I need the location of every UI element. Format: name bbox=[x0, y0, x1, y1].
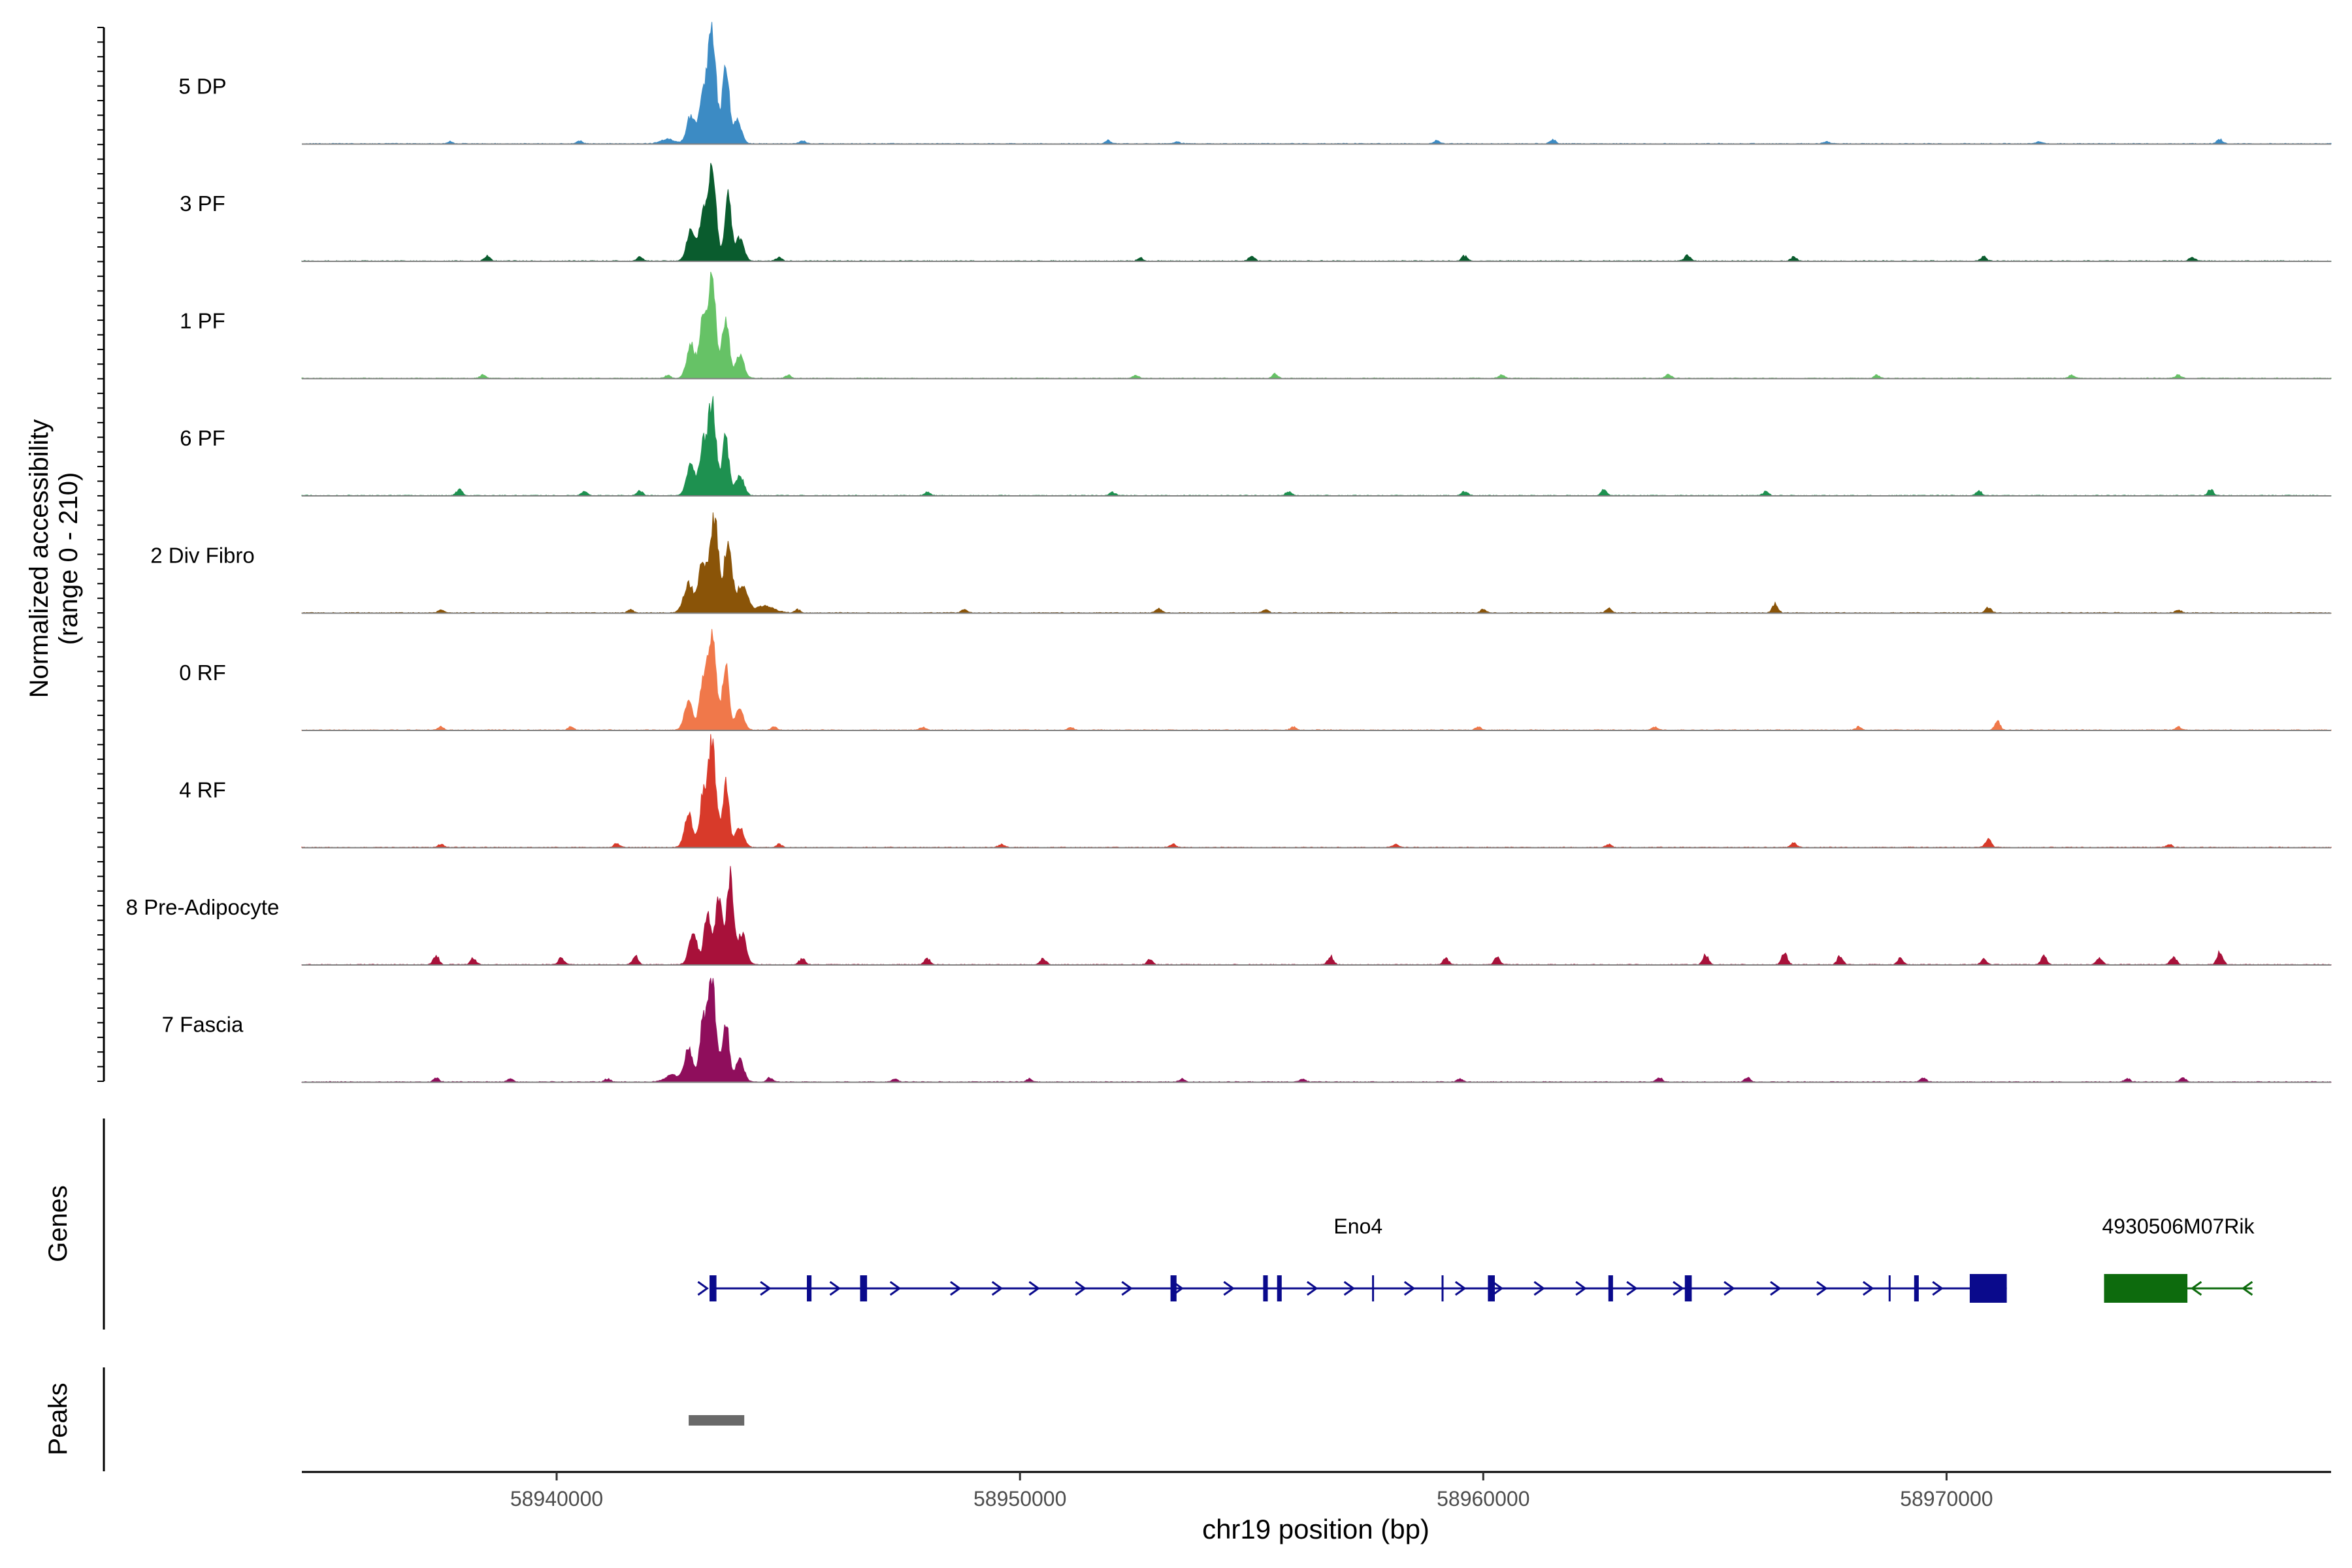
x-axis-title: chr19 position (bp) bbox=[1202, 1514, 1429, 1544]
coverage-area bbox=[301, 629, 2332, 731]
gene-exon bbox=[860, 1275, 868, 1301]
strand-arrow bbox=[829, 1281, 841, 1296]
strand-arrow bbox=[2241, 1281, 2253, 1296]
track-label: 3 PF bbox=[180, 191, 225, 216]
coverage-area bbox=[301, 866, 2332, 966]
strand-arrow bbox=[1307, 1281, 1318, 1296]
strand-arrow bbox=[1932, 1281, 1944, 1296]
peak-region bbox=[689, 1415, 745, 1426]
gene-exon bbox=[1969, 1274, 2007, 1303]
strand-arrow bbox=[1816, 1281, 1828, 1296]
track-label: 4 RF bbox=[179, 778, 226, 802]
gene-name-label: Eno4 bbox=[1333, 1215, 1382, 1238]
gene-exon bbox=[1488, 1275, 1495, 1301]
track-6-pf: 6 PF bbox=[180, 396, 2332, 497]
coverage-area bbox=[301, 163, 2332, 262]
coverage-area bbox=[301, 512, 2332, 614]
gene-name-label: 4930506M07Rik bbox=[2102, 1215, 2255, 1238]
gene-4930506m07rik: 4930506M07Rik bbox=[2102, 1215, 2255, 1303]
gene-exon bbox=[710, 1275, 717, 1301]
coverage-area bbox=[301, 734, 2332, 849]
track-5-dp: 5 DP bbox=[178, 22, 2332, 145]
strand-arrow bbox=[1343, 1281, 1356, 1296]
strand-arrow bbox=[1723, 1281, 1735, 1296]
gene-exon bbox=[2104, 1274, 2188, 1303]
y-axis-title-line1: Normalized accessibility bbox=[25, 419, 54, 698]
track-label: 1 PF bbox=[180, 309, 225, 333]
coverage-area bbox=[301, 22, 2332, 145]
strand-arrow bbox=[1403, 1281, 1416, 1296]
peaks-track bbox=[689, 1415, 745, 1426]
strand-arrow bbox=[1575, 1281, 1587, 1296]
y-axis-title-line2: (range 0 - 210) bbox=[54, 472, 83, 645]
track-label: 6 PF bbox=[180, 426, 225, 450]
peaks-panel-label: Peaks bbox=[44, 1382, 73, 1455]
gene-exon bbox=[1277, 1275, 1282, 1301]
x-axis-ticks: 58940000 58950000 58960000 58970000 bbox=[510, 1472, 1993, 1511]
strand-arrow bbox=[697, 1281, 709, 1296]
coverage-area bbox=[301, 977, 2332, 1083]
track-label: 2 Div Fibro bbox=[150, 544, 255, 568]
strand-arrow bbox=[1673, 1281, 1684, 1296]
gene-exon bbox=[1914, 1275, 1919, 1301]
strand-arrow bbox=[889, 1281, 902, 1296]
gene-exon bbox=[1684, 1275, 1692, 1301]
gene-exon bbox=[1372, 1275, 1375, 1301]
x-tick-label: 58940000 bbox=[510, 1487, 603, 1511]
strand-arrow bbox=[991, 1281, 1004, 1296]
strand-arrow bbox=[1075, 1281, 1086, 1296]
genes-panel-label: Genes bbox=[44, 1185, 73, 1262]
x-tick-label: 58970000 bbox=[1900, 1487, 1993, 1511]
strand-arrow bbox=[1121, 1281, 1133, 1296]
track-label: 7 Fascia bbox=[162, 1013, 244, 1037]
strand-arrow bbox=[1223, 1281, 1235, 1296]
genes-track: Eno4 4930506M07Rik bbox=[697, 1215, 2255, 1303]
strand-arrow bbox=[2190, 1281, 2202, 1296]
gene-exon bbox=[807, 1275, 812, 1301]
track-label: 5 DP bbox=[178, 74, 226, 99]
strand-arrow bbox=[1626, 1281, 1638, 1296]
strand-arrow bbox=[1492, 1281, 1504, 1296]
strand-arrow bbox=[1454, 1281, 1467, 1296]
track-7-fascia: 7 Fascia bbox=[162, 977, 2332, 1083]
track-label: 0 RF bbox=[179, 661, 226, 685]
track-4-rf: 4 RF bbox=[179, 734, 2332, 849]
x-tick-label: 58950000 bbox=[973, 1487, 1066, 1511]
track-2-div-fibro: 2 Div Fibro bbox=[150, 512, 2332, 614]
strand-arrow bbox=[1028, 1281, 1040, 1296]
gene-eno4: Eno4 bbox=[697, 1215, 2007, 1303]
gene-exon bbox=[1263, 1275, 1268, 1301]
x-tick-label: 58960000 bbox=[1437, 1487, 1529, 1511]
strand-arrow bbox=[1533, 1281, 1545, 1296]
strand-arrow bbox=[1770, 1281, 1782, 1296]
strand-arrow bbox=[1863, 1281, 1874, 1296]
track-8-pre-adipocyte: 8 Pre-Adipocyte bbox=[126, 866, 2332, 966]
track-0-rf: 0 RF bbox=[179, 629, 2332, 731]
coverage-area bbox=[301, 272, 2332, 380]
gene-exon bbox=[1441, 1275, 1444, 1301]
gene-exon bbox=[1170, 1275, 1177, 1301]
strand-arrow bbox=[760, 1281, 772, 1296]
strand-arrow bbox=[950, 1281, 962, 1296]
gene-exon bbox=[1888, 1275, 1891, 1301]
gene-exon bbox=[1608, 1275, 1613, 1301]
track-1-pf: 1 PF bbox=[180, 272, 2332, 380]
track-label: 8 Pre-Adipocyte bbox=[126, 895, 280, 919]
coverage-area bbox=[301, 396, 2332, 497]
strand-arrow bbox=[1172, 1281, 1184, 1296]
accessibility-y-axis bbox=[97, 27, 105, 1082]
coverage-tracks: 5 DP 3 PF 1 PF 6 PF 2 Div Fibro 0 RF 4 RF 8 Pre… bbox=[126, 22, 2332, 1083]
track-3-pf: 3 PF bbox=[180, 163, 2332, 262]
